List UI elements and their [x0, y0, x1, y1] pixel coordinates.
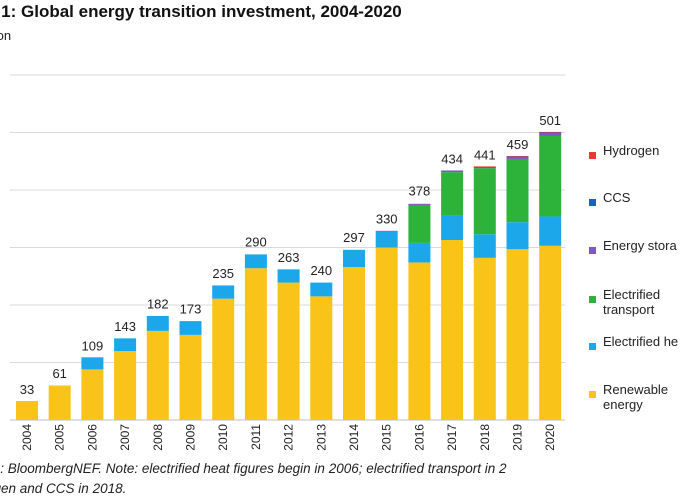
bar-segment-renewable-energy	[506, 249, 529, 420]
x-tick-label: 2016	[412, 424, 426, 451]
bar-segment-renewable-energy	[179, 334, 202, 420]
x-tick-label: 2007	[118, 424, 132, 451]
bar-segment-electrified-heat	[473, 234, 496, 258]
x-tick-label: 2020	[543, 424, 557, 451]
chart-title: ure 1: Global energy transition investme…	[0, 2, 402, 21]
total-value-label: 61	[52, 366, 66, 381]
source-note: ce: BloombergNEF. Note: electrified heat…	[0, 459, 700, 499]
total-value-label: 297	[343, 230, 365, 245]
bar-segment-energy-storage	[408, 203, 431, 205]
bar-segment-renewable-energy	[212, 298, 235, 420]
bar-segment-energy-storage	[441, 170, 464, 173]
x-tick-label: 2018	[478, 424, 492, 451]
bar-segment-renewable-energy	[277, 282, 300, 420]
y-axis-unit-label: llion	[0, 28, 12, 43]
total-value-label: 240	[310, 263, 332, 278]
x-tick-label: 2012	[282, 424, 296, 451]
legend-swatch-electrified-heat	[589, 343, 596, 350]
legend-label-electrified-transport: Electrified transport	[603, 287, 661, 317]
source-note-line-1: ce: BloombergNEF. Note: electrified heat…	[0, 461, 507, 476]
bar-segment-hydrogen	[506, 156, 529, 157]
bar-segment-renewable-energy	[114, 351, 137, 420]
x-tick-label: 2017	[445, 424, 459, 451]
bar-segment-electrified-heat	[244, 254, 267, 269]
total-value-label: 434	[441, 151, 463, 166]
bar-segment-electrified-heat	[146, 315, 169, 331]
x-tick-label: 2013	[314, 424, 328, 451]
x-tick-label: 2008	[151, 424, 165, 451]
bar-segment-renewable-energy	[16, 401, 38, 420]
legend-label-ccs: CCS	[603, 190, 631, 205]
bar-segment-renewable-energy	[441, 240, 464, 420]
bar-segment-renewable-energy	[48, 385, 71, 420]
bar-segment-renewable-energy	[343, 267, 365, 420]
bar-segment-energy-storage	[473, 167, 496, 169]
x-tick-label: 2010	[216, 424, 230, 451]
bar-segment-electrified-heat	[539, 216, 562, 246]
bar-segment-electrified-heat	[81, 357, 104, 370]
bar-segment-renewable-energy	[539, 245, 562, 420]
bar-segment-electrified-heat	[277, 269, 300, 283]
total-value-label: 235	[212, 266, 234, 281]
total-value-label: 290	[245, 234, 267, 249]
bar-segment-electrified-heat	[441, 215, 464, 241]
bar-segment-electrified-heat	[343, 249, 365, 268]
source-note-line-2: ogen and CCS in 2018.	[0, 481, 127, 496]
total-value-label: 378	[409, 184, 431, 199]
bar-segment-electrified-transport	[539, 135, 562, 217]
x-tick-label: 2004	[20, 424, 34, 451]
legend-swatch-renewable-energy	[589, 391, 596, 398]
x-tick-label: 2005	[53, 424, 67, 451]
bar-segment-hydrogen	[473, 166, 496, 168]
total-value-label: 441	[474, 147, 496, 162]
bar-segment-electrified-transport	[473, 168, 496, 235]
bar-segment-energy-storage	[539, 132, 562, 136]
total-value-label: 182	[147, 296, 169, 311]
bar-segment-energy-storage	[375, 230, 398, 232]
x-tick-label: 2011	[249, 424, 263, 450]
bar-segment-renewable-energy	[408, 262, 431, 420]
legend-label-hydrogen: Hydrogen	[603, 143, 660, 158]
x-tick-label: 2019	[511, 424, 525, 451]
bar-segment-renewable-energy	[310, 296, 333, 420]
total-value-label: 459	[507, 137, 529, 152]
total-value-label: 330	[376, 211, 398, 226]
bar-segment-electrified-heat	[179, 321, 202, 335]
legend-label-energy-storage: Energy stora	[603, 238, 677, 253]
bar-segment-electrified-transport	[506, 158, 529, 223]
x-tick-label: 2009	[184, 424, 198, 451]
total-value-label: 173	[180, 302, 202, 317]
total-value-label: 109	[82, 338, 104, 353]
x-tick-label: 2014	[347, 424, 361, 451]
total-value-label: 263	[278, 250, 300, 265]
bar-segment-electrified-transport	[408, 204, 431, 243]
bar-segment-electrified-heat	[408, 242, 431, 263]
bar-segment-renewable-energy	[244, 268, 267, 420]
legend-label-electrified-heat: Electrified he	[603, 334, 679, 349]
legend-swatch-ccs	[589, 199, 596, 206]
bar-segment-electrified-heat	[375, 231, 398, 248]
bar-segment-electrified-heat	[310, 282, 333, 297]
bar-segment-renewable-energy	[146, 330, 169, 420]
bar-segment-renewable-energy	[81, 369, 104, 420]
total-value-label: 143	[114, 319, 136, 334]
bar-segment-energy-storage	[506, 156, 529, 159]
x-tick-label: 2006	[85, 424, 99, 451]
legend-swatch-energy-storage	[589, 247, 596, 254]
x-tick-label: 2015	[380, 424, 394, 451]
bar-segment-hydrogen	[539, 131, 562, 133]
total-value-label: 501	[539, 113, 561, 128]
bar-segment-electrified-heat	[506, 222, 529, 250]
bar-segment-electrified-heat	[212, 285, 235, 299]
total-value-label: 33	[20, 382, 34, 397]
bar-segment-renewable-energy	[375, 247, 398, 420]
bar-segment-renewable-energy	[473, 257, 496, 420]
legend-swatch-electrified-transport	[589, 296, 596, 303]
bar-segment-electrified-heat	[114, 338, 137, 351]
legend-label-renewable-energy: Renewable energy	[603, 382, 669, 412]
chart-legend: Hydrogen CCS Energy stora Electrified tr…	[589, 0, 700, 430]
legend-swatch-hydrogen	[589, 152, 596, 159]
bar-segment-electrified-transport	[441, 172, 464, 216]
stacked-bar-chart: 33 2004 61 2005 109 2006 143 2007 182 2008 173 2009…	[10, 74, 565, 451]
